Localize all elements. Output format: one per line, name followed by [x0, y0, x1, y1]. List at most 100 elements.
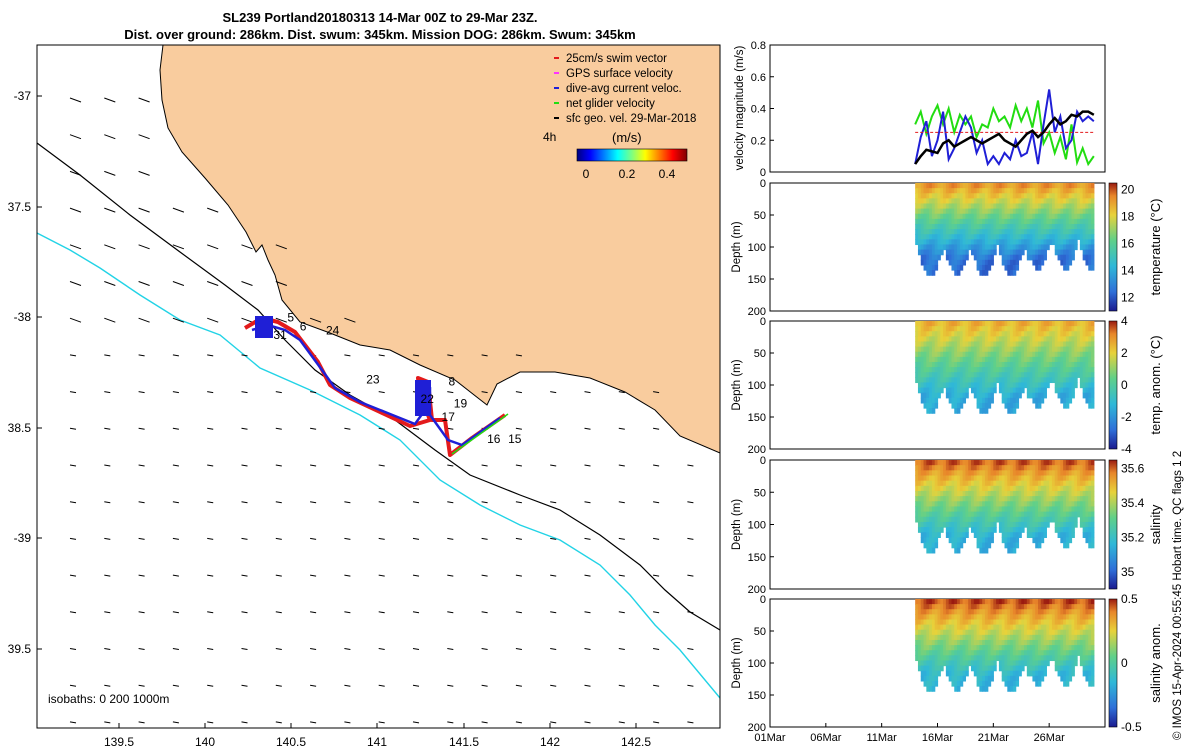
section-cell [1026, 501, 1031, 508]
section-cell [948, 249, 953, 256]
section-cell [1024, 480, 1028, 487]
section-cell [1040, 213, 1045, 220]
section-cell [945, 336, 950, 343]
section-cell [957, 465, 961, 471]
section-cell [943, 614, 947, 621]
section-cell [1082, 475, 1087, 482]
section-cell [971, 650, 975, 656]
section-cell [1010, 229, 1014, 235]
current-arrow [275, 574, 282, 577]
section-cell [945, 321, 950, 327]
section-cell [951, 331, 955, 337]
section-cell [982, 660, 986, 667]
section-cell [1049, 634, 1053, 641]
section-cell [1018, 346, 1022, 353]
section-cell [1071, 249, 1075, 256]
section-cell [1079, 599, 1084, 605]
section-cell [1024, 382, 1028, 389]
section-cell [1012, 372, 1017, 378]
section-cell [1046, 346, 1050, 353]
section-cell [1035, 660, 1039, 667]
section-cell [982, 511, 986, 518]
section-cell [962, 490, 967, 497]
section-cell [1021, 609, 1025, 615]
section-cell [923, 537, 927, 544]
section-cell [1012, 367, 1017, 373]
section-cell [948, 346, 953, 353]
section-cell [1029, 356, 1034, 363]
section-cell [982, 542, 986, 549]
section-cell [1057, 223, 1061, 230]
section-cell [982, 234, 986, 240]
section-cell [965, 470, 969, 477]
section-cell [923, 188, 927, 194]
section-cell [1018, 361, 1022, 368]
section-cell [1010, 361, 1014, 368]
section-cell [976, 496, 980, 502]
section-cell [1015, 397, 1020, 404]
section-cell [1012, 331, 1017, 337]
section-cell [926, 496, 930, 502]
section-cell [1082, 372, 1087, 378]
section-cell [1063, 634, 1067, 641]
section-cell [959, 331, 964, 337]
section-cell [968, 521, 972, 528]
current-arrow [172, 574, 179, 577]
section-cell [937, 254, 941, 261]
section-cell [1040, 639, 1045, 646]
section-cell [1071, 234, 1075, 240]
section-cell [1085, 516, 1089, 523]
section-cell [1018, 609, 1022, 615]
section-cell [1046, 198, 1050, 205]
section-cell [1026, 460, 1031, 466]
section-cell [1079, 341, 1084, 348]
section-cell [1060, 496, 1064, 502]
section-cell [1082, 639, 1087, 646]
section-cell [1032, 660, 1036, 667]
section-cell [1074, 336, 1078, 343]
section-cell [1088, 614, 1092, 621]
section-cell [1004, 326, 1008, 332]
section-cell [1079, 372, 1084, 378]
section-cell [1040, 665, 1045, 672]
section-cell [962, 485, 967, 492]
section-cell [943, 239, 947, 246]
section-cell [982, 331, 986, 337]
section-cell [920, 259, 925, 266]
section-cell [1088, 193, 1092, 199]
section-cell [954, 346, 958, 353]
section-cell [1004, 532, 1008, 538]
section-cell [996, 198, 1000, 205]
section-cell [1063, 326, 1067, 332]
section-cell [1085, 356, 1089, 363]
section-cell [1088, 254, 1092, 261]
section-cell [1038, 470, 1042, 477]
section-cell [1060, 351, 1064, 358]
section-cell [929, 382, 933, 389]
section-cell [1015, 619, 1020, 626]
section-cell [979, 670, 983, 677]
section-cell [1026, 665, 1031, 672]
current-arrow [310, 721, 317, 724]
section-cell [973, 254, 978, 261]
section-cell [1088, 259, 1092, 266]
section-cell [962, 475, 967, 482]
section-cell [979, 542, 983, 549]
section-cell [979, 234, 983, 240]
current-arrow [138, 464, 145, 467]
section-cell [926, 670, 930, 677]
section-cell [1054, 321, 1059, 327]
section-cell [987, 532, 992, 538]
section-cell [1040, 532, 1045, 538]
section-cell [1049, 496, 1053, 502]
section-cell [1054, 244, 1059, 251]
section-cell [962, 675, 967, 682]
depth-tick-label: 200 [748, 306, 766, 318]
section-cell [1065, 341, 1070, 348]
section-cell [926, 367, 930, 373]
section-cell [1032, 377, 1036, 384]
section-cell [1032, 465, 1036, 471]
section-cell [959, 470, 964, 477]
current-arrow [481, 684, 488, 687]
section-cell [1063, 244, 1067, 251]
